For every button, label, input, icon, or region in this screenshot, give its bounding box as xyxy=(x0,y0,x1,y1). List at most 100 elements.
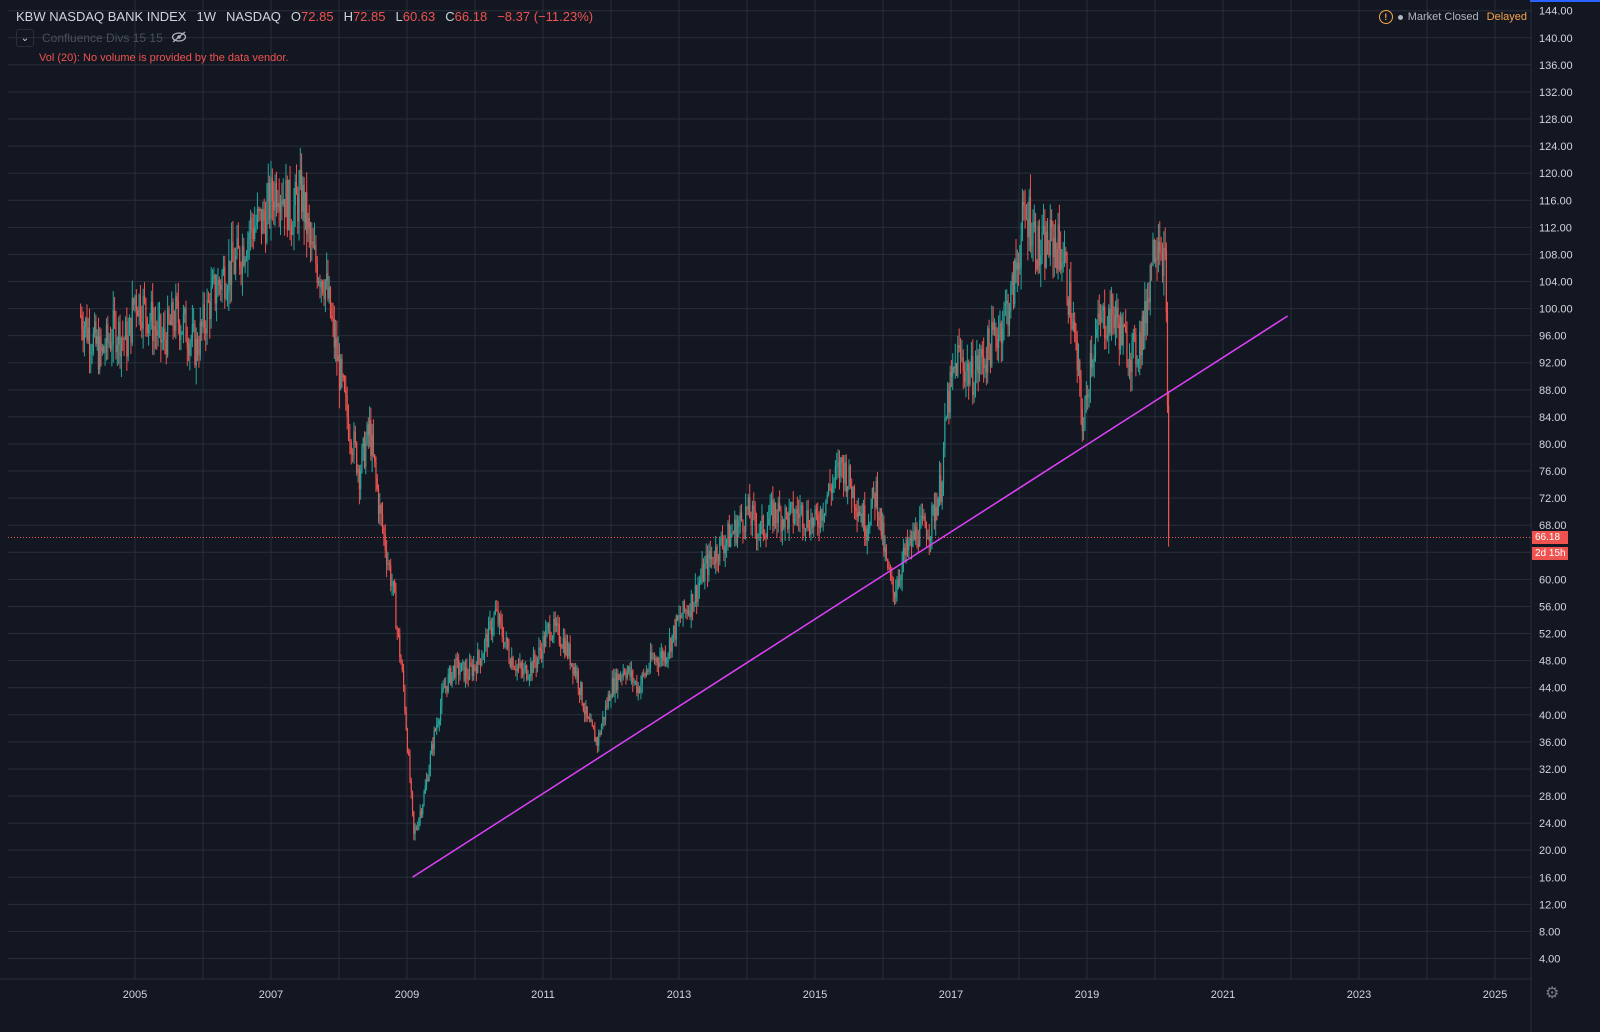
price-axis[interactable]: 4.00 8.00 12.00 16.00 20.00 24.00 28.00 32.00 36… xyxy=(1539,6,1573,966)
candle-body xyxy=(891,576,892,579)
price-tick-label: 104.00 xyxy=(1539,277,1573,289)
candle-body xyxy=(1155,258,1156,262)
eye-off-icon[interactable] xyxy=(171,30,187,46)
interval-label[interactable]: 1W xyxy=(196,9,216,24)
candle-body xyxy=(1152,240,1153,266)
time-axis[interactable]: 2005 2007 2009 2011 2013 2015 2017 2019 2021 2023… xyxy=(123,989,1507,1001)
candle-body xyxy=(136,296,137,310)
symbol-name[interactable]: KBW NASDAQ BANK INDEX xyxy=(16,9,186,24)
candle-body xyxy=(1021,235,1022,267)
candle-body xyxy=(789,508,790,529)
candle-body xyxy=(991,322,992,366)
candle-body xyxy=(593,726,594,730)
price-tick-label: 132.00 xyxy=(1539,87,1573,99)
candle-body xyxy=(583,704,584,710)
candle-body xyxy=(943,448,944,483)
candle-body xyxy=(466,667,467,677)
candle-body xyxy=(352,454,353,455)
candle-body xyxy=(512,657,513,669)
candle-body xyxy=(674,626,675,640)
candle-body xyxy=(974,391,975,395)
candle-body xyxy=(684,601,685,611)
candle-body xyxy=(935,507,936,521)
candle-body xyxy=(459,672,460,675)
candle-body xyxy=(416,829,417,830)
candle-body xyxy=(655,658,656,661)
candle-body xyxy=(707,555,708,575)
candle-body xyxy=(431,744,432,754)
candle-body xyxy=(764,536,765,537)
candle-body xyxy=(865,536,866,540)
candle-body xyxy=(156,331,157,336)
candle-body xyxy=(624,671,625,673)
symbol-legend[interactable]: KBW NASDAQ BANK INDEX 1W NASDAQ O 72.85 H… xyxy=(16,9,593,24)
volume-message: Vol (20): No volume is provided by the d… xyxy=(39,52,288,64)
candle-body xyxy=(1156,258,1157,259)
candle-body xyxy=(236,238,237,256)
candle-body xyxy=(1143,317,1144,336)
candle-body xyxy=(421,811,422,814)
price-tick-label: 92.00 xyxy=(1539,358,1567,370)
candle-body xyxy=(894,593,895,598)
candle-body xyxy=(375,462,376,479)
trendline[interactable] xyxy=(412,316,1287,877)
candle-body xyxy=(232,242,233,262)
candle-body xyxy=(201,322,202,327)
candle-body xyxy=(313,242,314,248)
candle-body xyxy=(876,481,877,507)
candle-body xyxy=(427,779,428,781)
candle-body xyxy=(132,298,133,342)
candle-body xyxy=(413,811,414,834)
candle-body xyxy=(938,498,939,515)
candle-body xyxy=(864,505,865,536)
candle-body xyxy=(518,666,519,667)
candle-body xyxy=(527,679,528,680)
candle-body xyxy=(1039,226,1040,265)
candle-body xyxy=(257,209,258,225)
candle-body xyxy=(230,261,231,285)
candle-body xyxy=(370,420,371,456)
candle-body xyxy=(511,657,512,667)
candle-body xyxy=(138,295,139,316)
candle-body xyxy=(1064,253,1065,263)
candle-body xyxy=(432,744,433,749)
candle-body xyxy=(968,363,969,384)
indicator-name[interactable]: Confluence Divs 15 15 xyxy=(42,31,163,45)
candle-body xyxy=(368,425,369,436)
candle-body xyxy=(852,487,853,498)
candle-body xyxy=(877,481,878,517)
chevron-down-icon[interactable]: ⌄ xyxy=(16,29,34,47)
candle-body xyxy=(163,328,164,340)
candle-body xyxy=(716,547,717,561)
indicator-legend[interactable]: ⌄ Confluence Divs 15 15 xyxy=(16,29,187,47)
candle-body xyxy=(999,323,1000,334)
candle-body xyxy=(403,670,404,687)
candle-body xyxy=(434,729,435,749)
candle-body xyxy=(235,256,236,274)
candle-body xyxy=(1144,301,1145,336)
candle-body xyxy=(347,396,348,417)
candle-body xyxy=(191,339,192,343)
candle-body xyxy=(983,356,984,368)
trendline-drawing[interactable] xyxy=(412,316,1287,877)
candle-body xyxy=(1077,340,1078,370)
gear-icon[interactable]: ⚙ xyxy=(1545,983,1559,1003)
candle-body xyxy=(339,355,340,389)
candle-body xyxy=(281,201,282,205)
warning-icon[interactable]: ! xyxy=(1379,10,1393,24)
candle-body xyxy=(469,663,470,679)
candle-body xyxy=(506,638,507,642)
candle-body xyxy=(472,665,473,676)
candle-body xyxy=(359,469,360,489)
candle-body xyxy=(276,183,277,207)
candle-body xyxy=(145,299,146,318)
candle-body xyxy=(293,205,294,233)
candle-body xyxy=(782,520,783,532)
candle-body xyxy=(629,667,630,677)
candle-body xyxy=(718,560,719,561)
market-status[interactable]: ! Market Closed Delayed xyxy=(1379,10,1527,24)
candle-body xyxy=(947,391,948,418)
candle-body xyxy=(395,592,396,629)
candle-body xyxy=(820,509,821,528)
